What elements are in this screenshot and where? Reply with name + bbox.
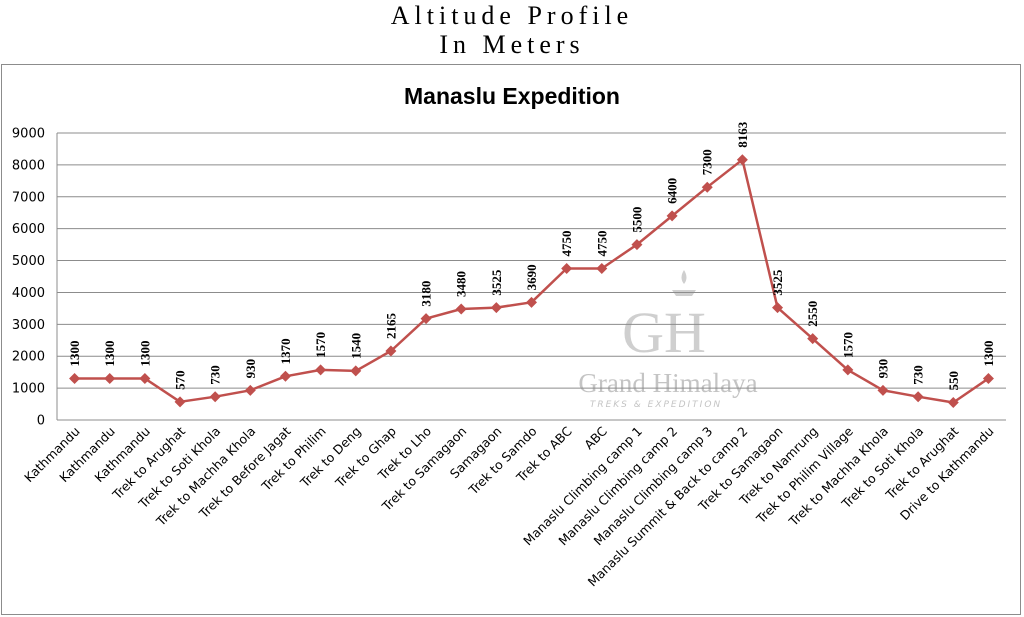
data-point — [666, 210, 678, 222]
data-label: 1300 — [981, 341, 996, 367]
data-label: 4750 — [594, 231, 609, 257]
data-point — [701, 181, 713, 193]
data-point — [455, 303, 467, 315]
data-label: 1570 — [840, 332, 855, 358]
watermark-brand: Grand Himalaya — [578, 368, 757, 398]
data-point — [104, 373, 116, 385]
data-point — [490, 302, 502, 314]
data-point — [842, 364, 854, 376]
data-point — [736, 154, 748, 166]
data-label: 1540 — [348, 333, 363, 359]
data-point — [526, 296, 537, 308]
data-label: 4750 — [559, 231, 574, 257]
grid — [56, 132, 1006, 421]
data-label: 730 — [911, 365, 926, 385]
data-label: 730 — [208, 365, 223, 385]
watermark: GH Grand Himalaya TREKS & EXPEDITION — [578, 270, 758, 410]
data-label: 1300 — [67, 341, 82, 367]
data-label: 930 — [875, 359, 890, 379]
data-label: 1300 — [137, 341, 152, 367]
data-point — [139, 373, 151, 385]
flame-icon — [672, 270, 696, 296]
data-point — [174, 396, 186, 408]
data-label: 3525 — [770, 269, 785, 296]
watermark-monogram: GH — [622, 300, 706, 365]
data-label: 930 — [243, 359, 258, 379]
data-label: 570 — [173, 370, 188, 390]
data-label: 6400 — [665, 178, 680, 204]
data-label: 1370 — [278, 338, 293, 364]
y-tick-label: 3000 — [12, 318, 45, 333]
data-label: 5500 — [629, 207, 644, 233]
y-tick-label: 0 — [37, 414, 45, 429]
watermark-subtitle: TREKS & EXPEDITION — [590, 400, 722, 410]
data-label: 3525 — [489, 269, 504, 295]
page-title-line-1: Altitude Profile — [390, 1, 634, 30]
data-point — [631, 239, 643, 251]
data-point — [947, 396, 959, 408]
data-labels: 1300 1300 1300 570 730 930 1370 1570 1540 2165 318… — [67, 121, 996, 390]
data-point — [279, 370, 291, 382]
data-label: 7300 — [700, 149, 715, 175]
data-point — [772, 302, 784, 314]
data-label: 8163 — [735, 121, 750, 148]
data-point — [982, 373, 994, 385]
y-tick-label: 8000 — [12, 158, 45, 173]
data-point — [807, 333, 819, 345]
data-label: 2165 — [383, 312, 398, 339]
data-point — [209, 391, 221, 403]
y-tick-label: 6000 — [12, 222, 45, 237]
y-tick-label: 5000 — [12, 254, 45, 269]
data-label: 3690 — [524, 264, 539, 290]
chart-frame — [1, 64, 1021, 615]
y-axis-ticks: 0 1000 2000 3000 4000 5000 6000 7000 8000 9000 — [12, 127, 45, 429]
page-title-line-2: In Meters — [439, 30, 585, 59]
y-tick-label: 7000 — [12, 190, 45, 205]
data-point — [912, 391, 924, 403]
chart-title: Manaslu Expedition — [404, 83, 620, 109]
data-label: 1300 — [102, 341, 117, 367]
data-point — [315, 364, 327, 376]
data-label: 1570 — [313, 332, 328, 358]
data-point — [69, 373, 81, 385]
data-point — [420, 313, 432, 325]
y-tick-label: 1000 — [12, 382, 45, 397]
y-tick-label: 9000 — [12, 127, 45, 142]
data-label: 3180 — [419, 281, 434, 307]
data-point — [244, 384, 256, 396]
y-tick-label: 4000 — [12, 286, 45, 301]
data-label: 2550 — [805, 301, 820, 327]
data-point — [385, 345, 397, 357]
data-point — [350, 365, 362, 377]
data-label: 3480 — [454, 271, 469, 297]
data-point — [596, 263, 608, 275]
y-tick-label: 2000 — [12, 350, 45, 365]
series — [69, 154, 994, 408]
x-tick-label: ABC — [581, 423, 610, 452]
page-title: Altitude Profile In Meters — [0, 0, 1024, 60]
data-point — [877, 384, 889, 396]
data-point — [561, 263, 573, 275]
data-label: 550 — [946, 371, 961, 391]
